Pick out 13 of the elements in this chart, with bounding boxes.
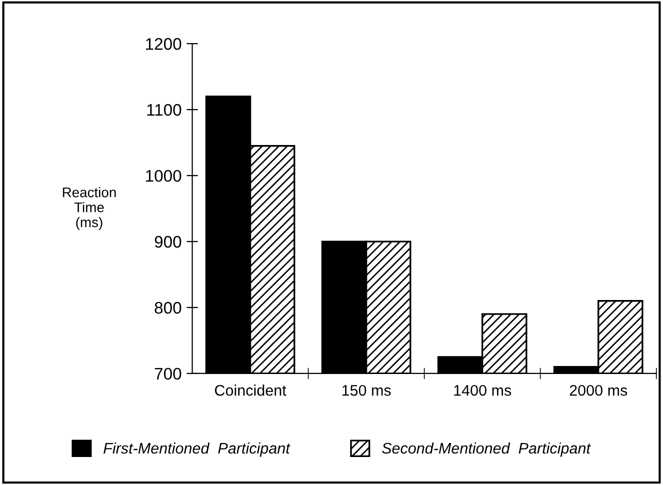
- x-tick-label: 150 ms: [342, 384, 391, 396]
- x-tick-label: Coincident: [214, 384, 286, 396]
- legend-label: First-Mentioned Participant: [104, 442, 290, 457]
- y-tick-label: 1100: [147, 104, 182, 116]
- x-tick-label: 1400 ms: [454, 384, 512, 396]
- legend-label: Second-Mentioned Participant: [382, 442, 592, 457]
- y-tick-label: 700: [154, 368, 182, 380]
- x-tick-label: 2000 ms: [570, 384, 628, 396]
- y-tick-label: 900: [154, 236, 182, 248]
- y-tick-label: 1200: [146, 38, 182, 50]
- y-tick-label: 800: [154, 302, 182, 314]
- y-tick-label: 1000: [146, 170, 182, 182]
- y-axis-title: Reaction Time (ms): [62, 187, 116, 230]
